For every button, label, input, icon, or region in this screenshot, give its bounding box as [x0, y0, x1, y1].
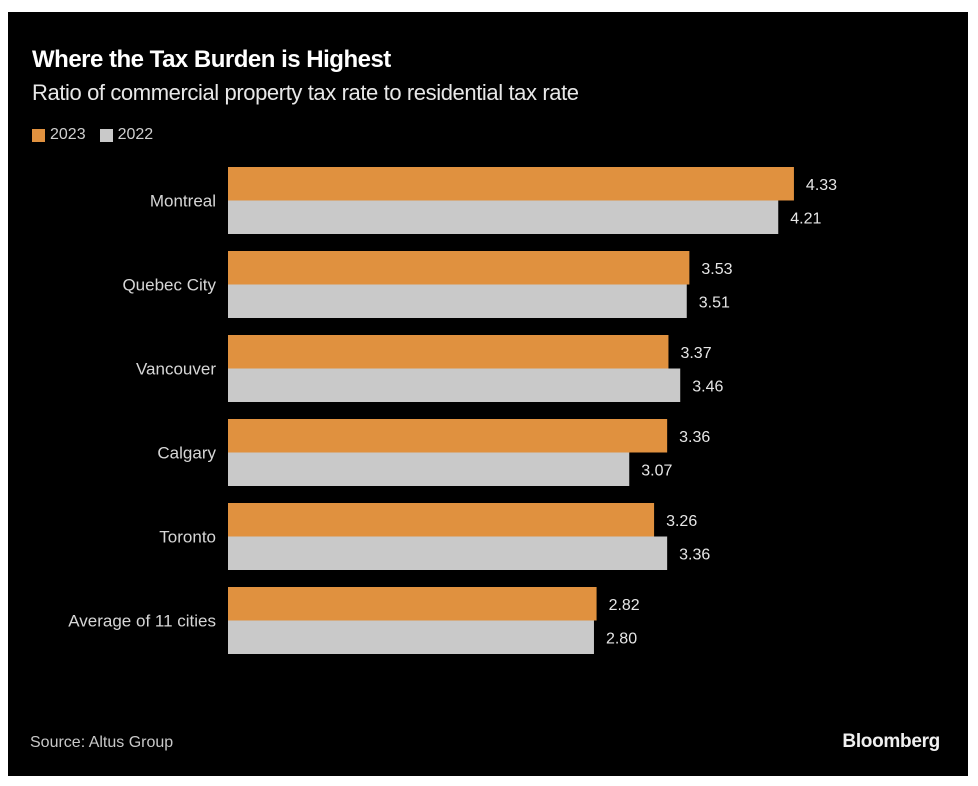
bar-2022-calgary [228, 452, 630, 486]
value-label-2022-average-of-11-cities: 2.80 [606, 630, 637, 647]
bar-group-quebec-city: Quebec City 3.53 3.51 [122, 251, 733, 318]
bar-group-montreal: Montreal 4.33 4.21 [150, 167, 837, 234]
bar-2022-montreal [228, 200, 779, 234]
chart-panel: Where the Tax Burden is Highest Ratio of… [8, 12, 968, 776]
legend-item-2022: 2022 [99, 126, 154, 144]
bar-2023-quebec-city [228, 251, 690, 285]
value-label-2022-calgary: 3.07 [641, 462, 672, 479]
bar-group-toronto: Toronto 3.26 3.36 [159, 503, 710, 570]
value-label-2023-montreal: 4.33 [806, 177, 837, 194]
value-label-2022-quebec-city: 3.51 [699, 294, 730, 311]
chart-title: Where the Tax Burden is Highest [32, 46, 391, 73]
category-label-quebec-city: Quebec City [122, 276, 216, 295]
value-label-2022-montreal: 4.21 [790, 210, 821, 227]
value-label-2023-vancouver: 3.37 [680, 345, 711, 362]
legend-label-2023: 2023 [50, 126, 86, 143]
bar-2023-calgary [228, 419, 668, 453]
bar-group-calgary: Calgary 3.36 3.07 [157, 419, 710, 486]
category-label-calgary: Calgary [157, 444, 216, 463]
category-label-average-of-11-cities: Average of 11 cities [68, 612, 216, 631]
bar-2022-average-of-11-cities [228, 620, 594, 654]
bar-2022-quebec-city [228, 284, 687, 318]
category-label-toronto: Toronto [159, 528, 216, 547]
bar-group-average-of-11-cities: Average of 11 cities 2.82 2.80 [68, 587, 640, 654]
bar-2022-vancouver [228, 368, 681, 402]
bar-2022-toronto [228, 536, 668, 570]
source-note: Source: Altus Group [30, 734, 174, 751]
legend-item-2023: 2023 [32, 126, 86, 144]
bar-2023-montreal [228, 167, 794, 201]
bar-group-vancouver: Vancouver 3.37 3.46 [136, 335, 723, 402]
legend-swatch-2022 [99, 128, 113, 142]
value-label-2023-quebec-city: 3.53 [701, 261, 732, 278]
bar-chart: Montreal 4.33 4.21 Quebec City 3.53 3.51 Vanco… [68, 167, 837, 654]
value-label-2023-average-of-11-cities: 2.82 [609, 597, 640, 614]
category-label-montreal: Montreal [150, 192, 216, 211]
value-label-2022-toronto: 3.36 [679, 546, 710, 563]
category-label-vancouver: Vancouver [136, 360, 216, 379]
value-label-2023-toronto: 3.26 [666, 513, 697, 530]
chart-subtitle: Ratio of commercial property tax rate to… [32, 80, 579, 105]
value-label-2022-vancouver: 3.46 [692, 378, 723, 395]
bar-2023-toronto [228, 503, 655, 537]
legend-label-2022: 2022 [117, 126, 154, 143]
value-label-2023-calgary: 3.36 [679, 429, 710, 446]
legend: 2023 2022 [32, 126, 167, 144]
bar-2023-vancouver [228, 335, 669, 369]
bar-2023-average-of-11-cities [228, 587, 597, 621]
bloomberg-logo: Bloomberg [842, 731, 940, 752]
legend-swatch-2023 [32, 128, 45, 142]
